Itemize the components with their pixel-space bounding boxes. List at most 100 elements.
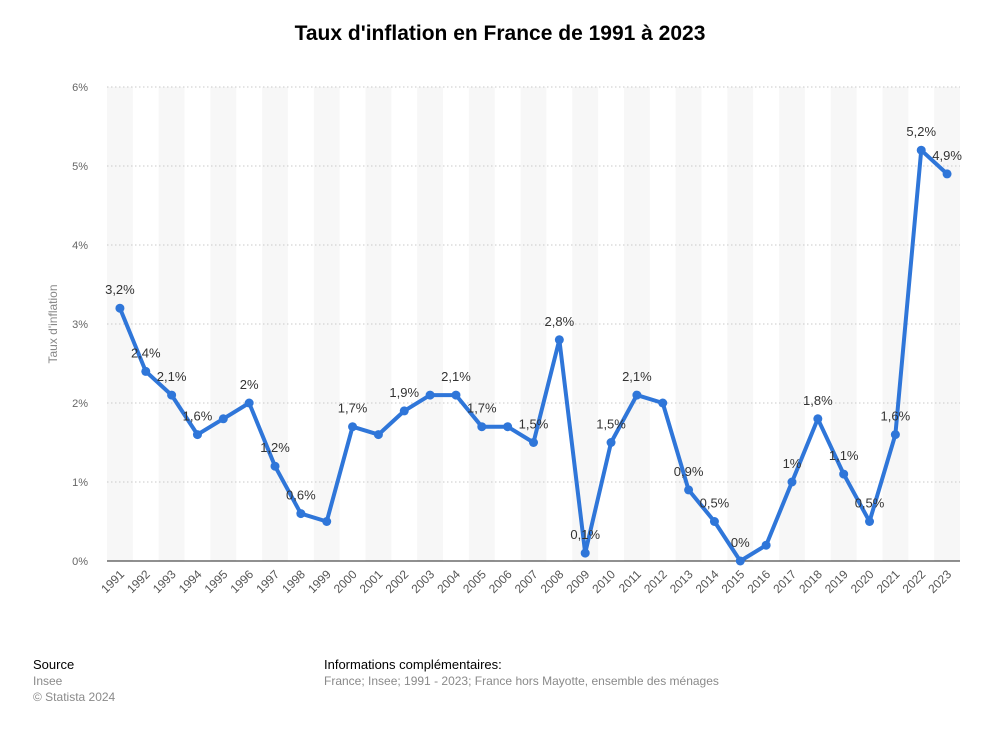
x-tick-label: 1997 <box>253 567 282 596</box>
data-label: 1,1% <box>829 448 859 463</box>
y-tick-label: 6% <box>72 82 88 94</box>
x-tick-label: 2022 <box>900 567 929 596</box>
x-tick-label: 2009 <box>564 567 593 596</box>
data-label: 0,1% <box>570 527 600 542</box>
data-point[interactable] <box>813 414 823 424</box>
data-point[interactable] <box>580 548 590 558</box>
data-label: 2,1% <box>157 369 187 384</box>
data-point[interactable] <box>218 414 228 424</box>
data-point[interactable] <box>684 485 694 495</box>
data-label: 1,5% <box>519 417 549 432</box>
data-label: 1,6% <box>881 409 911 424</box>
x-tick-label: 2016 <box>744 567 773 596</box>
data-label: 0% <box>731 535 750 550</box>
x-tick-label: 1993 <box>150 567 179 596</box>
data-point[interactable] <box>244 398 254 408</box>
column-band <box>520 87 547 561</box>
data-point[interactable] <box>632 390 642 400</box>
data-point[interactable] <box>296 509 306 519</box>
y-tick-label: 1% <box>72 477 88 489</box>
x-tick-label: 2010 <box>589 567 618 596</box>
data-point[interactable] <box>373 430 383 440</box>
data-label: 0,5% <box>855 496 885 511</box>
y-tick-label: 5% <box>72 161 88 173</box>
data-point[interactable] <box>192 430 202 440</box>
x-tick-label: 2007 <box>512 567 541 596</box>
y-tick-label: 2% <box>72 398 88 410</box>
x-tick-label: 2001 <box>357 567 386 596</box>
data-label: 1% <box>783 456 802 471</box>
data-label: 0,6% <box>286 488 316 503</box>
data-point[interactable] <box>787 477 797 487</box>
data-point[interactable] <box>115 303 125 313</box>
data-point[interactable] <box>322 517 332 526</box>
info-heading: Informations complémentaires: <box>324 657 502 672</box>
x-tick-label: 2018 <box>796 567 825 596</box>
data-point[interactable] <box>658 398 668 408</box>
data-label: 1,6% <box>183 409 213 424</box>
y-tick-label: 0% <box>72 556 88 568</box>
data-label: 5,2% <box>906 124 936 139</box>
data-label: 0,9% <box>674 464 704 479</box>
data-label: 1,9% <box>389 385 419 400</box>
x-tick-label: 2003 <box>408 567 437 596</box>
data-point[interactable] <box>503 422 513 432</box>
info-block: Informations complémentaires: France; In… <box>324 657 719 689</box>
data-point[interactable] <box>865 517 875 526</box>
x-tick-label: 2023 <box>925 567 954 596</box>
x-tick-label: 1995 <box>202 567 231 596</box>
column-band <box>468 87 495 561</box>
data-point[interactable] <box>141 366 151 376</box>
x-tick-label: 1998 <box>279 567 308 596</box>
data-point[interactable] <box>451 390 461 400</box>
x-tick-label: 2008 <box>538 567 567 596</box>
data-label: 1,7% <box>467 401 497 416</box>
line-chart: 0%1%2%3%4%5%6%Taux d'inflation1991199219… <box>46 82 962 596</box>
x-tick-label: 2012 <box>641 567 670 596</box>
x-tick-label: 2011 <box>616 567 644 595</box>
x-tick-label: 2015 <box>719 567 748 596</box>
data-point[interactable] <box>348 422 358 432</box>
data-label: 2,8% <box>545 314 575 329</box>
x-tick-label: 2020 <box>848 567 877 596</box>
x-tick-label: 2000 <box>331 567 360 596</box>
data-point[interactable] <box>839 469 849 479</box>
copyright: © Statista 2024 <box>33 690 116 704</box>
data-label: 2,4% <box>131 345 161 360</box>
y-axis-title: Taux d'inflation <box>46 284 60 363</box>
data-point[interactable] <box>529 438 538 447</box>
x-tick-label: 2017 <box>770 567 799 596</box>
data-label: 4,9% <box>932 148 962 163</box>
x-tick-label: 2014 <box>693 567 722 596</box>
data-point[interactable] <box>270 461 280 471</box>
column-band <box>417 87 444 561</box>
source-heading: Source <box>33 657 75 672</box>
data-point[interactable] <box>606 438 616 447</box>
data-point[interactable] <box>399 406 409 416</box>
data-point[interactable] <box>477 422 487 432</box>
x-tick-label: 2002 <box>383 567 412 596</box>
data-point[interactable] <box>735 556 745 566</box>
data-point[interactable] <box>942 169 952 179</box>
data-label: 3,2% <box>105 282 135 297</box>
x-tick-label: 1992 <box>124 567 153 596</box>
y-tick-label: 3% <box>72 319 88 331</box>
x-tick-label: 2005 <box>460 567 489 596</box>
data-point[interactable] <box>554 335 564 345</box>
data-label: 2% <box>240 377 259 392</box>
data-point[interactable] <box>167 390 177 400</box>
data-point[interactable] <box>916 145 926 155</box>
y-tick-label: 4% <box>72 240 88 252</box>
data-point[interactable] <box>425 390 435 400</box>
x-tick-label: 2021 <box>874 567 903 596</box>
x-tick-label: 2004 <box>434 567 463 596</box>
data-label: 1,5% <box>596 417 626 432</box>
data-point[interactable] <box>890 430 900 440</box>
x-tick-label: 1996 <box>228 567 257 596</box>
data-point[interactable] <box>709 517 719 526</box>
data-label: 1,7% <box>338 401 368 416</box>
info-text: France; Insee; 1991 - 2023; France hors … <box>324 674 719 688</box>
x-tick-label: 1994 <box>176 567 205 596</box>
data-point[interactable] <box>761 540 771 550</box>
data-label: 0,5% <box>700 496 730 511</box>
